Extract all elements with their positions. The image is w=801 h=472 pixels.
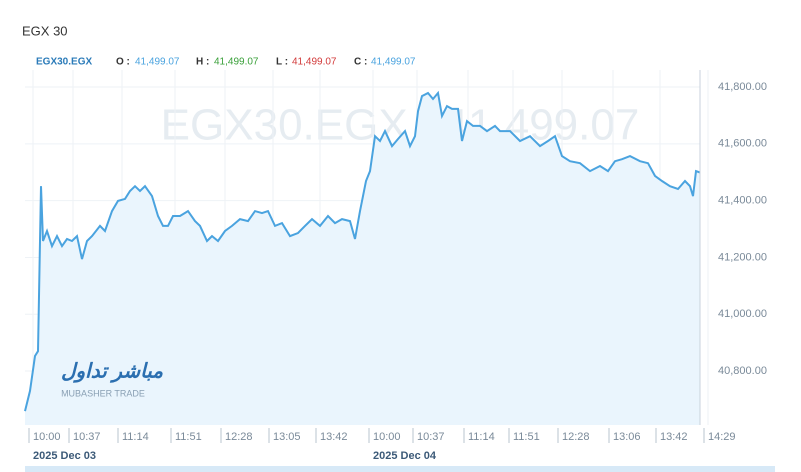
logo-latin: MUBASHER TRADE bbox=[61, 388, 145, 398]
x-tick-label: 11:51 bbox=[175, 431, 202, 443]
date-label: 2025 Dec 04 bbox=[373, 450, 437, 462]
x-tick-label: 10:00 bbox=[373, 431, 401, 443]
x-tick-label: 10:37 bbox=[73, 431, 101, 443]
x-tick-label: 10:00 bbox=[33, 431, 61, 443]
legend-value: 41,499.07 bbox=[371, 57, 416, 68]
chart-title: EGX 30 bbox=[22, 23, 68, 38]
scrollbar[interactable] bbox=[25, 466, 775, 472]
x-tick-label: 13:42 bbox=[660, 431, 688, 443]
y-tick-label: 41,200.00 bbox=[718, 251, 767, 263]
logo-arabic: مباشر تداول bbox=[61, 360, 163, 383]
y-tick-label: 41,800.00 bbox=[718, 81, 767, 93]
legend-label: O : bbox=[116, 57, 130, 68]
legend-label: L : bbox=[276, 57, 288, 68]
area bbox=[25, 93, 700, 425]
legend-symbol: EGX30.EGX bbox=[36, 57, 92, 68]
legend-label: C : bbox=[354, 57, 367, 68]
y-tick-label: 41,600.00 bbox=[718, 138, 767, 150]
ohlc-legend: EGX30.EGX O : 41,499.07 H : 41,499.07 L … bbox=[36, 57, 416, 68]
y-tick-label: 40,800.00 bbox=[718, 365, 767, 377]
x-tick-label: 11:14 bbox=[122, 431, 149, 443]
x-tick-label: 13:42 bbox=[320, 431, 348, 443]
legend-value: 41,499.07 bbox=[292, 57, 337, 68]
x-tick-label: 13:05 bbox=[273, 431, 301, 443]
x-tick-label: 11:14 bbox=[468, 431, 495, 443]
legend-value: 41,499.07 bbox=[135, 57, 180, 68]
x-tick-label: 10:37 bbox=[417, 431, 445, 443]
x-tick-label: 11:51 bbox=[513, 431, 540, 443]
legend-label: H : bbox=[196, 57, 209, 68]
y-tick-label: 41,400.00 bbox=[718, 195, 767, 207]
plot-area bbox=[24, 70, 709, 425]
x-tick-label: 13:06 bbox=[613, 431, 641, 443]
x-tick-label: 12:28 bbox=[225, 431, 253, 443]
legend-value: 41,499.07 bbox=[214, 57, 259, 68]
line bbox=[24, 90, 701, 412]
y-tick-label: 41,000.00 bbox=[718, 308, 767, 320]
date-label: 2025 Dec 03 bbox=[33, 450, 96, 462]
x-tick-label: 12:28 bbox=[562, 431, 590, 443]
x-tick-label: 14:29 bbox=[708, 431, 736, 443]
